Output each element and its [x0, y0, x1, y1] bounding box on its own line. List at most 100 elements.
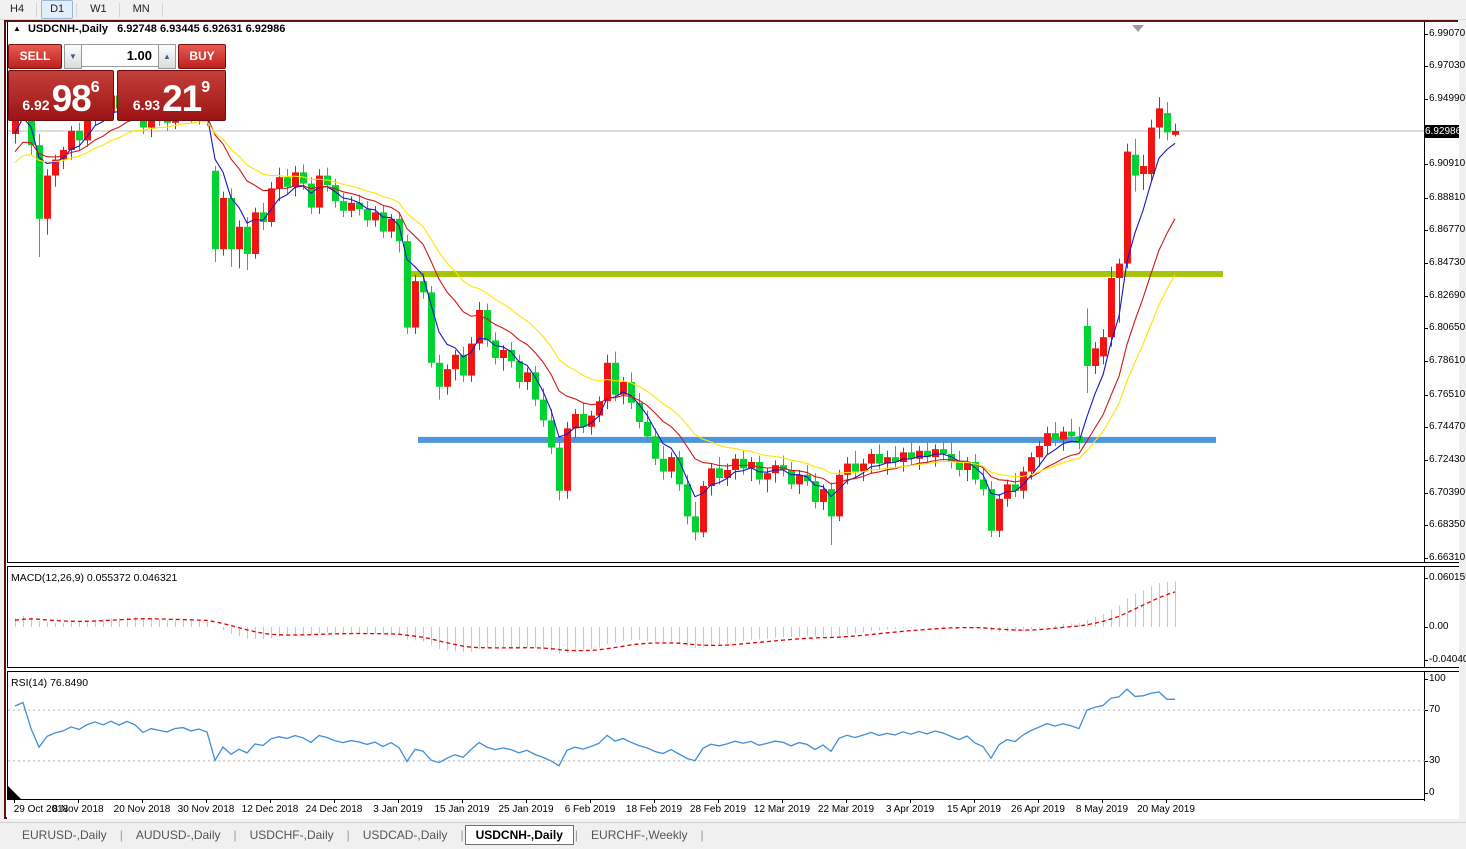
tab-separator: | — [700, 828, 704, 842]
candle-body — [956, 461, 963, 470]
candle-body — [676, 457, 683, 485]
volume-input[interactable]: 1.00 — [82, 44, 158, 67]
timeframe-button-w1[interactable]: W1 — [90, 3, 107, 15]
date-tick — [78, 800, 79, 803]
candle-body — [812, 481, 819, 502]
resistance-ray[interactable] — [404, 270, 1223, 277]
candle-body — [924, 450, 931, 458]
symbol-tab-usdcad[interactable]: USDCAD-,Daily — [362, 828, 448, 842]
price-tick-label: 6.80650 — [1429, 322, 1466, 334]
axis-tick — [1425, 679, 1428, 680]
date-label: 26 Apr 2019 — [1011, 804, 1065, 815]
candle-body — [524, 372, 531, 382]
price-tick-label: 6.66310 — [1429, 551, 1466, 563]
date-label: 12 Dec 2018 — [241, 804, 299, 815]
date-label: 6 Feb 2019 — [564, 804, 616, 815]
candle-body — [444, 369, 451, 387]
candle-body — [908, 452, 915, 459]
price-tick-label: 6.90910 — [1429, 158, 1466, 170]
symbol-tab-eurusd[interactable]: EURUSD-,Daily — [22, 828, 107, 842]
axis-tick — [1425, 328, 1428, 330]
volume-decrease-button[interactable]: ▼ — [64, 44, 82, 69]
sell-price-base: 6.92 — [22, 97, 50, 113]
date-label: 30 Nov 2018 — [177, 804, 235, 815]
candle-body — [1092, 348, 1099, 366]
candle-body — [636, 402, 643, 422]
axis-tick — [1425, 459, 1428, 461]
candle-body — [852, 463, 859, 472]
scroll-to-end-icon[interactable] — [1132, 25, 1144, 32]
candle-body — [1172, 131, 1179, 135]
support-ray[interactable] — [418, 436, 1216, 443]
candle-body — [1132, 154, 1139, 176]
price-tick-label: 6.97030 — [1429, 60, 1466, 72]
price-axis[interactable] — [1424, 22, 1459, 801]
axis-tick — [1425, 710, 1428, 712]
buy-price-display[interactable]: 6.93 21 9 — [117, 70, 226, 121]
candle-body — [68, 130, 75, 150]
price-tick-label: 6.82690 — [1429, 289, 1466, 301]
symbol-tab-usdchf[interactable]: USDCHF-,Daily — [249, 828, 334, 842]
symbol-tab-audusd[interactable]: AUDUSD-,Daily — [135, 828, 221, 842]
axis-tick — [1425, 660, 1428, 661]
candle-body — [308, 183, 315, 208]
candle-body — [844, 463, 851, 475]
candle-body — [276, 177, 283, 189]
candle-body — [972, 461, 979, 480]
price-tick-label: 6.84730 — [1429, 257, 1466, 269]
candle-body — [1020, 471, 1027, 491]
candle-body — [900, 452, 907, 462]
date-tick — [1038, 800, 1039, 803]
sell-button[interactable]: SELL — [8, 44, 62, 69]
panel-divider-rsi[interactable] — [7, 667, 1459, 672]
candle-body — [668, 457, 675, 472]
candle-body — [716, 468, 723, 478]
toolbar-separator — [161, 2, 163, 17]
candle-body — [492, 340, 499, 358]
candle-body — [1124, 151, 1131, 264]
rsi-axis-label: 30 — [1429, 754, 1441, 766]
date-label: 25 Jan 2019 — [498, 804, 554, 815]
timeframe-button-d1[interactable]: D1 — [41, 0, 74, 19]
price-tick-label: 6.99070 — [1429, 27, 1466, 39]
corner-triangle-icon — [8, 786, 21, 799]
candle-body — [1044, 433, 1051, 446]
date-axis[interactable]: 29 Oct 2018 8 Nov 2018 20 Nov 2018 30 Nov 2… — [7, 800, 1459, 819]
candle-body — [516, 361, 523, 382]
date-label: 15 Apr 2019 — [947, 804, 1001, 815]
candle-body — [708, 468, 715, 486]
sell-price-display[interactable]: 6.92 98 6 — [8, 70, 114, 121]
axis-tick — [1425, 361, 1428, 363]
date-label: 20 Nov 2018 — [113, 804, 171, 815]
symbol-tab-usdcnh[interactable]: USDCNH-,Daily — [464, 825, 574, 845]
panel-divider-macd[interactable] — [7, 562, 1459, 567]
macd-panel[interactable] — [7, 567, 1424, 667]
candle-body — [612, 362, 619, 395]
symbol-tab-eurchf[interactable]: EURCHF-,Weekly — [591, 828, 688, 842]
candle-body — [420, 281, 427, 293]
buy-button[interactable]: BUY — [178, 44, 226, 69]
price-tick-label: 6.72430 — [1429, 453, 1466, 465]
timeframe-button-mn[interactable]: MN — [132, 3, 150, 15]
candle-body — [996, 498, 1003, 531]
candle-body — [876, 453, 883, 464]
timeframe-button-h4[interactable]: H4 — [10, 3, 25, 15]
triangle-up-icon[interactable]: ▲ — [13, 24, 21, 33]
main-chart-area[interactable] — [7, 22, 1425, 562]
candle-body — [892, 457, 899, 462]
candle-body — [868, 453, 875, 464]
date-label: 28 Feb 2019 — [689, 804, 747, 815]
candle-body — [1164, 113, 1171, 133]
candle-body — [1156, 108, 1163, 128]
candle-body — [740, 458, 747, 469]
price-tick-label: 6.76510 — [1429, 388, 1466, 400]
volume-increase-button[interactable]: ▲ — [158, 44, 176, 69]
toolbar-separator — [36, 2, 38, 17]
rsi-axis-label: 0 — [1429, 787, 1435, 798]
rsi-panel[interactable] — [7, 672, 1425, 800]
macd-label: MACD(12,26,9) 0.055372 0.046321 — [11, 572, 178, 584]
buy-price-pip: 9 — [201, 79, 211, 96]
price-tick-label: 6.70390 — [1429, 486, 1466, 498]
candle-body — [796, 474, 803, 485]
